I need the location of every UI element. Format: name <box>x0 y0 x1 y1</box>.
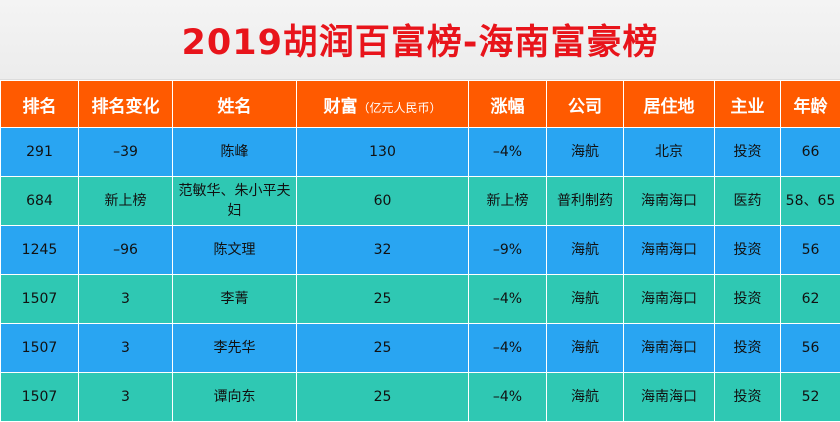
header-wealth-label: 财富 <box>323 97 357 117</box>
cell-change-pct: –4% <box>469 275 547 324</box>
cell-age: 56 <box>781 226 840 275</box>
cell-rank: 1507 <box>1 275 79 324</box>
cell-residence: 海南海口 <box>624 177 715 226</box>
cell-change-pct: 新上榜 <box>469 177 547 226</box>
cell-age: 62 <box>781 275 840 324</box>
cell-company: 海航 <box>547 128 624 177</box>
cell-company: 海航 <box>547 275 624 324</box>
cell-residence: 海南海口 <box>624 275 715 324</box>
cell-residence: 海南海口 <box>624 324 715 373</box>
cell-company: 海航 <box>547 324 624 373</box>
header-residence: 居住地 <box>624 81 715 128</box>
header-name: 姓名 <box>173 81 297 128</box>
cell-wealth: 25 <box>297 275 469 324</box>
table-row: 1507 3 李菁 25 –4% 海航 海南海口 投资 62 <box>1 275 840 324</box>
cell-company: 海航 <box>547 373 624 422</box>
cell-wealth: 32 <box>297 226 469 275</box>
header-wealth-unit: （亿元人民币） <box>357 101 441 115</box>
cell-industry: 投资 <box>715 324 781 373</box>
cell-company: 普利制药 <box>547 177 624 226</box>
cell-industry: 医药 <box>715 177 781 226</box>
table-row: 291 –39 陈峰 130 –4% 海航 北京 投资 66 <box>1 128 840 177</box>
header-change-pct: 涨幅 <box>469 81 547 128</box>
cell-industry: 投资 <box>715 275 781 324</box>
cell-wealth: 25 <box>297 324 469 373</box>
cell-company: 海航 <box>547 226 624 275</box>
header-wealth: 财富（亿元人民币） <box>297 81 469 128</box>
cell-industry: 投资 <box>715 226 781 275</box>
table-row: 1507 3 李先华 25 –4% 海航 海南海口 投资 56 <box>1 324 840 373</box>
cell-change-pct: –4% <box>469 324 547 373</box>
table-row: 1245 –96 陈文理 32 –9% 海航 海南海口 投资 56 <box>1 226 840 275</box>
header-rank-change: 排名变化 <box>79 81 173 128</box>
cell-change-pct: –4% <box>469 128 547 177</box>
cell-rank-change: 3 <box>79 275 173 324</box>
cell-name: 谭向东 <box>173 373 297 422</box>
cell-rank: 291 <box>1 128 79 177</box>
cell-name: 陈文理 <box>173 226 297 275</box>
table-header-row: 排名 排名变化 姓名 财富（亿元人民币） 涨幅 公司 居住地 主业 年龄 <box>1 81 840 128</box>
cell-age: 66 <box>781 128 840 177</box>
cell-rank-change: –39 <box>79 128 173 177</box>
cell-residence: 海南海口 <box>624 373 715 422</box>
page-title: 2019胡润百富榜-海南富豪榜 <box>182 14 659 65</box>
cell-wealth: 25 <box>297 373 469 422</box>
cell-rank-change: –96 <box>79 226 173 275</box>
cell-name: 李先华 <box>173 324 297 373</box>
header-company: 公司 <box>547 81 624 128</box>
cell-change-pct: –9% <box>469 226 547 275</box>
cell-age: 58、65 <box>781 177 840 226</box>
cell-industry: 投资 <box>715 373 781 422</box>
cell-age: 52 <box>781 373 840 422</box>
cell-name: 李菁 <box>173 275 297 324</box>
title-bar: 2019胡润百富榜-海南富豪榜 <box>0 0 840 80</box>
cell-age: 56 <box>781 324 840 373</box>
cell-name: 陈峰 <box>173 128 297 177</box>
cell-wealth: 130 <box>297 128 469 177</box>
cell-rank-change: 新上榜 <box>79 177 173 226</box>
cell-industry: 投资 <box>715 128 781 177</box>
cell-wealth: 60 <box>297 177 469 226</box>
cell-rank: 684 <box>1 177 79 226</box>
cell-residence: 北京 <box>624 128 715 177</box>
header-age: 年龄 <box>781 81 840 128</box>
cell-rank: 1507 <box>1 324 79 373</box>
cell-name: 范敏华、朱小平夫妇 <box>173 177 297 226</box>
header-industry: 主业 <box>715 81 781 128</box>
cell-rank-change: 3 <box>79 324 173 373</box>
cell-rank: 1507 <box>1 373 79 422</box>
cell-rank-change: 3 <box>79 373 173 422</box>
header-rank: 排名 <box>1 81 79 128</box>
rich-list-table: 排名 排名变化 姓名 财富（亿元人民币） 涨幅 公司 居住地 主业 年龄 291… <box>0 80 840 422</box>
table-row: 684 新上榜 范敏华、朱小平夫妇 60 新上榜 普利制药 海南海口 医药 58… <box>1 177 840 226</box>
cell-rank: 1245 <box>1 226 79 275</box>
cell-change-pct: –4% <box>469 373 547 422</box>
table-row: 1507 3 谭向东 25 –4% 海航 海南海口 投资 52 <box>1 373 840 422</box>
cell-residence: 海南海口 <box>624 226 715 275</box>
